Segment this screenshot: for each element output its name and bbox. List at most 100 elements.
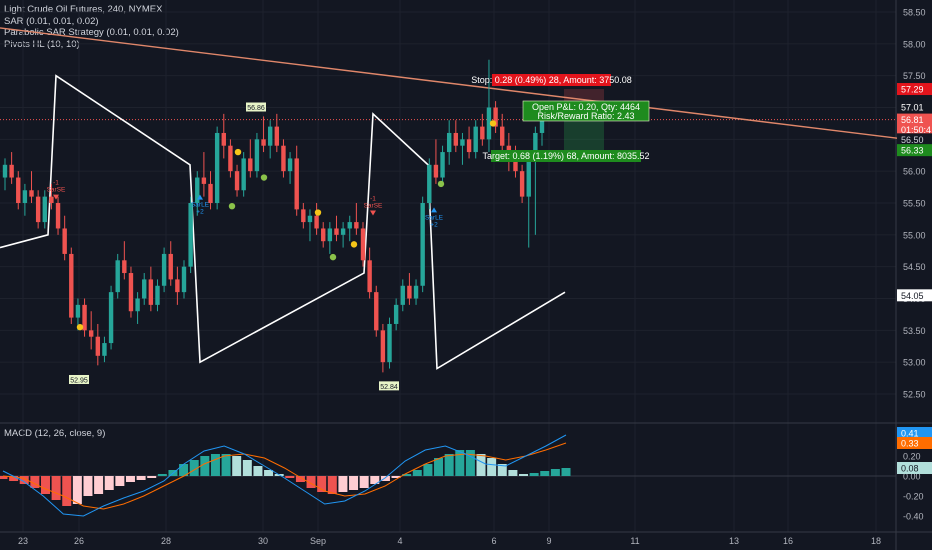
candle-body <box>2 164 8 178</box>
macd-legend[interactable]: MACD (12, 26, close, 9) <box>4 428 106 439</box>
candle-body <box>248 158 253 172</box>
macd-histogram-bar <box>455 450 465 476</box>
macd-histogram-bar <box>519 474 529 476</box>
price-tick-label: 54.50 <box>903 262 926 272</box>
price-tick-label: 55.00 <box>903 230 926 240</box>
candle-body <box>281 145 286 172</box>
macd-histogram-bar <box>402 474 412 476</box>
pivot-label: 56.86 <box>247 105 265 112</box>
price-tick-label: 58.00 <box>903 39 926 49</box>
candle-body <box>142 279 147 299</box>
candle-body <box>387 323 392 363</box>
candle-body <box>42 196 47 223</box>
macd-histogram-bar <box>529 473 539 476</box>
macd-badge-bg <box>897 437 932 449</box>
candle-body <box>486 107 492 140</box>
legend-sar[interactable]: SAR (0.01, 0.01, 0.02) <box>4 15 99 27</box>
macd-histogram-bar <box>370 476 380 484</box>
target-zone <box>564 119 604 151</box>
short-signal-count: -1 <box>53 180 59 187</box>
macd-histogram-bar <box>30 476 40 488</box>
candle-body <box>519 171 525 197</box>
stop-label: Stop: 0.28 (0.49%) 28, Amount: 3750.08 <box>471 75 632 85</box>
time-tick-label: 18 <box>871 536 881 546</box>
candle-body <box>261 139 266 146</box>
candle-body <box>75 304 81 318</box>
candle-body <box>208 183 213 203</box>
price-badge-bg <box>897 123 932 136</box>
time-tick-label: 16 <box>783 536 793 546</box>
candle-body <box>214 132 220 203</box>
candle-body <box>181 266 187 293</box>
short-signal-arrow <box>370 210 376 216</box>
macd-histogram-bar <box>147 476 157 478</box>
macd-histogram-bar <box>62 476 72 506</box>
pivot-label: 52.95 <box>70 377 88 384</box>
trend-line <box>0 27 932 144</box>
legend-title[interactable]: Light Crude Oil Futures, 240, NYMEX <box>4 4 163 15</box>
macd-histogram-bar <box>189 460 199 476</box>
descending-trend-line <box>0 27 932 144</box>
candle-body <box>533 132 538 159</box>
macd-histogram-bar <box>465 450 475 476</box>
macd-histogram-bar <box>338 476 348 492</box>
macd-histogram-bar <box>295 476 305 482</box>
candle-body <box>267 126 273 146</box>
candle-body <box>274 126 280 146</box>
price-tick-label: 55.50 <box>903 199 926 209</box>
candle-body <box>307 215 313 223</box>
legend-parabolic-strategy[interactable]: Parabolic SAR Strategy (0.01, 0.01, 0.02… <box>4 27 179 38</box>
candle-body <box>460 139 465 146</box>
sar-dot <box>329 253 337 261</box>
macd-signal-line <box>2 442 567 510</box>
candle-body <box>9 164 14 178</box>
macd-histogram-bar <box>40 476 50 494</box>
pivot-label: 52.84 <box>380 384 398 391</box>
target-label-bg <box>491 150 641 162</box>
price-badge-bg <box>897 133 932 146</box>
time-tick-label: Sep <box>310 536 326 546</box>
pnl-label: Open P&L: 0.20, Qty: 4464 <box>532 102 640 112</box>
candle-body <box>175 279 180 293</box>
sar-dot <box>489 120 497 127</box>
candle-body <box>466 139 472 153</box>
sar-dot <box>260 174 268 181</box>
candle-body <box>254 139 260 172</box>
candles-layer <box>2 59 545 373</box>
price-badge: 01:50:4 <box>901 125 931 135</box>
candle-body <box>480 126 485 140</box>
long-signal-label: SarLE <box>191 202 210 209</box>
macd-histogram-bar <box>349 476 359 490</box>
candle-body <box>400 285 405 305</box>
sar-dot <box>234 148 242 156</box>
candle-body <box>122 260 127 274</box>
candle-body <box>128 273 134 312</box>
price-badge-bg <box>897 289 932 302</box>
candle-body <box>82 304 87 331</box>
short-signal-label: SarSE <box>47 187 66 194</box>
candle-body <box>241 158 246 191</box>
macd-histogram-bar <box>72 476 82 504</box>
price-badge-bg <box>897 100 932 113</box>
macd-histogram-bar <box>487 458 497 476</box>
candle-body <box>155 285 160 305</box>
candle-body <box>473 126 478 153</box>
candle-body <box>201 177 207 184</box>
pnl-label-bg <box>522 100 650 122</box>
macd-histogram-bar <box>253 466 263 476</box>
candle-body <box>380 330 386 363</box>
sar-dot <box>314 209 322 216</box>
time-tick-label: 30 <box>258 536 268 546</box>
macd-histogram-bar <box>9 476 19 481</box>
sar-dot <box>350 241 358 248</box>
price-badge-bg <box>897 144 932 157</box>
macd-badge: 0.41 <box>901 429 919 439</box>
candle-body <box>360 228 366 261</box>
candle-body <box>407 285 412 299</box>
time-tick-label: 9 <box>546 536 551 546</box>
candle-body <box>62 228 67 254</box>
price-badge: 56.33 <box>901 146 924 156</box>
candle-body <box>221 132 226 146</box>
short-signal-count: -1 <box>370 196 376 203</box>
